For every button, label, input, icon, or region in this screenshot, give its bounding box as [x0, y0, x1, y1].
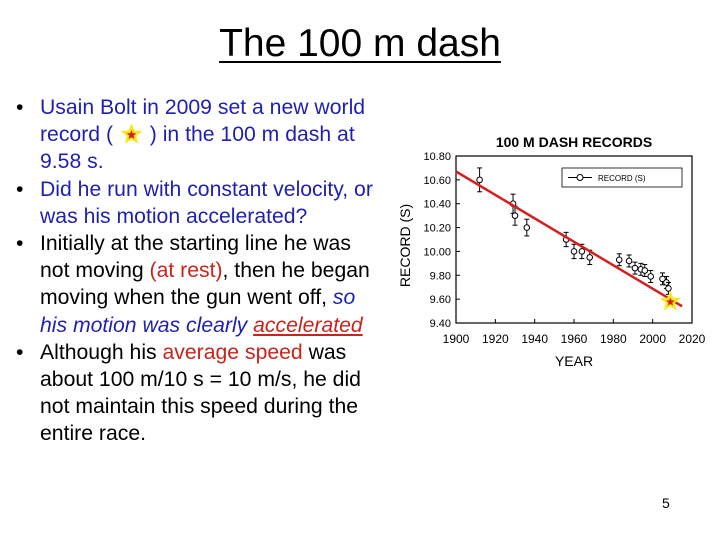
x-axis-label: YEAR — [555, 353, 593, 369]
data-point — [511, 212, 519, 219]
bullet-text: Did he run with constant velocity, or wa… — [40, 177, 373, 228]
bullet-text: was about 100 m/10 s = 10 m/s, he did no… — [40, 340, 361, 446]
x-tick-label: 2000 — [639, 332, 666, 346]
bullet-item: • Initially at the starting line he was n… — [16, 230, 386, 339]
data-point — [523, 224, 531, 231]
bullet-text: so his motion was clearly — [40, 286, 356, 337]
x-tick-label: 1980 — [600, 332, 627, 346]
bullet-marker: • — [16, 96, 24, 119]
data-point — [615, 256, 623, 264]
data-point — [578, 248, 586, 255]
y-tick-label: 9.60 — [430, 294, 451, 306]
bullet-text: accelerated — [253, 313, 363, 337]
data-point — [665, 285, 672, 292]
x-tick-label: 1920 — [482, 332, 509, 346]
y-tick-label: 10.20 — [423, 223, 451, 235]
y-tick-label: 9.40 — [430, 318, 451, 330]
data-point — [476, 176, 483, 184]
data-point — [586, 254, 594, 261]
bullet-text: ) in the 100 m dash at 9.58 s. — [40, 123, 355, 174]
bullet-text: Initially at the starting line he was no… — [40, 232, 351, 283]
y-tick-label: 9.80 — [430, 270, 451, 282]
page-number: 5 — [662, 495, 670, 511]
x-tick-label: 1960 — [561, 332, 588, 346]
bullet-marker: • — [16, 340, 24, 364]
bullet-marker: • — [16, 232, 24, 256]
data-point — [570, 248, 578, 255]
legend-label: RECORD (S) — [598, 174, 646, 183]
bullet-text: Usain Bolt in 2009 set a new world recor… — [40, 96, 366, 147]
bullet-item: • Did he run with constant velocity, or w… — [16, 176, 386, 230]
x-tick-label: 1900 — [443, 332, 470, 346]
bullet-text: Although his — [40, 340, 163, 364]
records-chart: 100 M DASH RECORDS 10.80 10.60 10.40 10.20 10… — [397, 134, 706, 369]
bullet-text: (at rest) — [149, 259, 223, 283]
bullet-item: • Although his average speed was about 10… — [16, 339, 386, 448]
y-axis-label: RECORD (S) — [397, 204, 413, 287]
y-tick-label: 10.40 — [423, 199, 451, 211]
data-point — [659, 275, 666, 283]
data-point — [631, 264, 639, 272]
bullet-item: • Usain Bolt in 2009 set a new world reco… — [16, 94, 386, 176]
trend-line — [455, 170, 683, 308]
data-point — [641, 267, 649, 274]
highlight-star-center — [666, 297, 675, 306]
bullet-list: • Usain Bolt in 2009 set a new world reco… — [16, 94, 386, 448]
chart-title: 100 M DASH RECORDS — [496, 134, 652, 150]
y-tick-label: 10.00 — [423, 246, 451, 258]
y-tick-label: 10.80 — [423, 151, 451, 163]
star-icon — [120, 123, 143, 145]
legend-marker — [576, 174, 584, 181]
legend-box — [561, 167, 683, 188]
y-tick-label: 10.60 — [423, 175, 451, 187]
bullet-text: , then he began moving when the gun went… — [40, 259, 370, 310]
bullet-marker: • — [16, 177, 24, 201]
bullet-text: average speed — [162, 340, 303, 364]
x-tick-label: 2020 — [679, 332, 706, 346]
slide-title: The 100 m dash — [219, 22, 501, 65]
x-tick-label: 1940 — [521, 332, 548, 346]
data-point — [647, 273, 655, 280]
data-point — [625, 257, 633, 265]
